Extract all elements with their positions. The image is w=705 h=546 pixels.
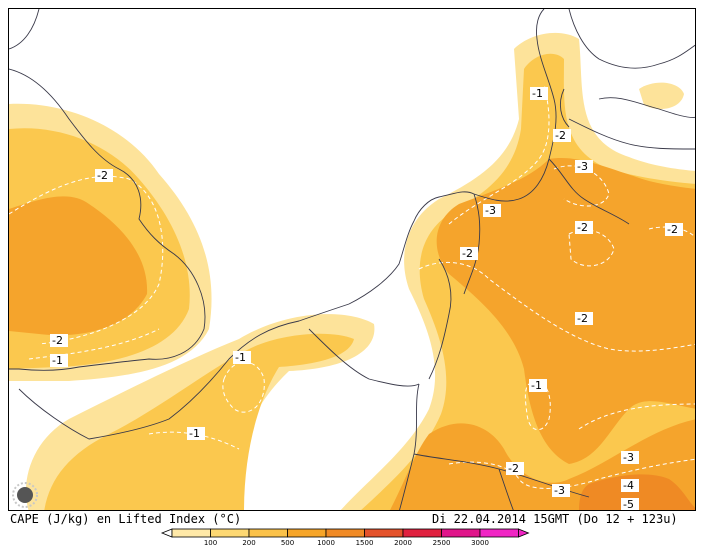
svg-text:-2: -2 (52, 334, 63, 347)
svg-text:-2: -2 (577, 312, 588, 325)
isoline-label: -1 (530, 87, 548, 100)
svg-text:-1: -1 (532, 87, 543, 100)
isoline-label: -3 (575, 160, 593, 173)
legend-swatch (287, 528, 327, 538)
svg-text:-2: -2 (508, 462, 519, 475)
svg-text:-3: -3 (577, 160, 588, 173)
svg-text:-1: -1 (189, 427, 200, 440)
isoline-labels: -2 -2 -1 -1 -1 -1 -2 -3 -3 -2 -2 -2 -2 -… (50, 87, 683, 511)
legend-swatch (210, 528, 250, 538)
legend-swatch (402, 528, 442, 538)
isoline-label: -2 (50, 334, 68, 347)
legend-arrow-right (518, 528, 530, 538)
svg-text:-3: -3 (623, 451, 634, 464)
isoline-label: -2 (575, 221, 593, 234)
isoline-label: -2 (553, 129, 571, 142)
svg-text:-2: -2 (667, 223, 678, 236)
isoline-label: -2 (575, 312, 593, 325)
map-valid-time: Di 22.04.2014 15GMT (Do 12 + 123u) (432, 512, 678, 526)
legend-swatch (248, 528, 288, 538)
svg-text:-1: -1 (531, 379, 542, 392)
legend-tick-label: 1500 (356, 539, 374, 546)
legend-tick-label: 1000 (317, 539, 335, 546)
weather-map: -2 -2 -1 -1 -1 -1 -2 -3 -3 -2 -2 -2 -2 -… (8, 8, 696, 511)
svg-text:-5: -5 (623, 498, 634, 511)
isoline-label: -1 (187, 427, 205, 440)
legend-arrow-left (160, 528, 173, 538)
isoline-label: -2 (665, 223, 683, 236)
isoline-label: -4 (621, 479, 639, 492)
svg-text:-4: -4 (623, 479, 634, 492)
map-title: CAPE (J/kg) en Lifted Index (°C) (10, 512, 242, 526)
isoline-label: -2 (506, 462, 524, 475)
legend-tick-label: 200 (242, 539, 255, 546)
legend-swatch (441, 528, 481, 538)
svg-text:-2: -2 (555, 129, 566, 142)
legend-swatch (325, 528, 365, 538)
svg-text:-2: -2 (97, 169, 108, 182)
color-legend: 100 200 500 1000 1500 2000 2500 3000 (160, 528, 530, 546)
isoline-label: -3 (552, 484, 570, 497)
logo-icon (12, 482, 38, 508)
cape-shading-1000-1500 (579, 474, 695, 510)
legend-swatch (479, 528, 519, 538)
coastlines-and-borders (9, 9, 695, 510)
isoline-label: -3 (621, 451, 639, 464)
legend-tick-label: 2500 (433, 539, 451, 546)
legend-tick-label: 500 (281, 539, 294, 546)
isoline-label: -2 (95, 169, 113, 182)
isoline-label: -1 (50, 354, 68, 367)
legend-tick-label: 100 (204, 539, 217, 546)
svg-text:-1: -1 (52, 354, 63, 367)
isoline-label: -5 (621, 498, 639, 511)
svg-text:-2: -2 (462, 247, 473, 260)
legend-swatch (171, 528, 211, 538)
svg-text:-1: -1 (235, 351, 246, 364)
svg-text:-3: -3 (554, 484, 565, 497)
svg-text:-2: -2 (577, 221, 588, 234)
map-canvas: -2 -2 -1 -1 -1 -1 -2 -3 -3 -2 -2 -2 -2 -… (9, 9, 695, 511)
legend-swatch (364, 528, 404, 538)
isoline-label: -1 (233, 351, 251, 364)
legend-tick-label: 2000 (394, 539, 412, 546)
legend-tick-label: 3000 (471, 539, 489, 546)
isoline-label: -1 (529, 379, 547, 392)
svg-text:-3: -3 (485, 204, 496, 217)
isoline-label: -3 (483, 204, 501, 217)
isoline-label: -2 (460, 247, 478, 260)
